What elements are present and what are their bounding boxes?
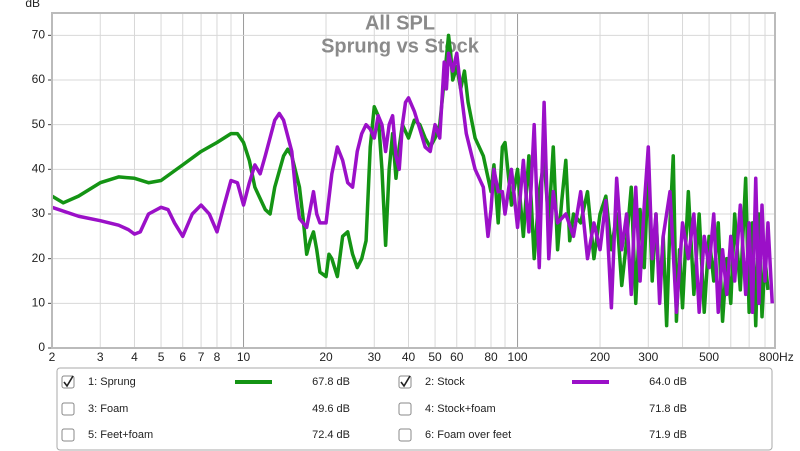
y-tick-label: 50 bbox=[32, 117, 46, 131]
x-tick-label: 4 bbox=[131, 350, 138, 364]
x-tick-label: 30 bbox=[368, 350, 382, 364]
checkbox[interactable] bbox=[398, 402, 412, 416]
y-tick-label: 60 bbox=[32, 72, 46, 86]
legend-level: 72.4 dB bbox=[312, 429, 350, 441]
x-tick-label: 80 bbox=[484, 350, 498, 364]
x-tick-label: 8 bbox=[214, 350, 221, 364]
x-tick-label: 800Hz bbox=[759, 350, 794, 364]
x-tick-label: 200 bbox=[590, 350, 610, 364]
legend-level: 71.8 dB bbox=[649, 403, 687, 415]
legend-level: 64.0 dB bbox=[649, 376, 687, 388]
y-tick-label: 40 bbox=[32, 162, 46, 176]
legend-level: 71.9 dB bbox=[649, 429, 687, 441]
y-tick-label: 20 bbox=[32, 251, 46, 265]
x-tick-label: 40 bbox=[402, 350, 416, 364]
legend-level: 49.6 dB bbox=[312, 403, 350, 415]
checkmark bbox=[63, 375, 74, 388]
x-tick-label: 10 bbox=[237, 350, 251, 364]
y-tick-label: 0 bbox=[38, 340, 45, 354]
x-tick-label: 3 bbox=[97, 350, 104, 364]
plot-frame bbox=[51, 12, 776, 349]
legend-level: 67.8 dB bbox=[312, 376, 350, 388]
checkmark bbox=[400, 375, 411, 388]
y-axis-label: dB bbox=[25, 0, 40, 10]
legend-label: 6: Foam over feet bbox=[425, 429, 511, 441]
x-tick-label: 6 bbox=[179, 350, 186, 364]
x-tick-label: 5 bbox=[158, 350, 165, 364]
legend-label: 5: Feet+foam bbox=[88, 429, 153, 441]
checkbox[interactable] bbox=[398, 428, 412, 442]
x-tick-label: 2 bbox=[49, 350, 56, 364]
chart-subtitle: Sprung vs Stock bbox=[321, 35, 480, 57]
x-tick-label: 20 bbox=[319, 350, 333, 364]
series-line bbox=[51, 51, 774, 315]
legend-label: 3: Foam bbox=[88, 403, 128, 415]
legend-panel bbox=[56, 367, 773, 451]
legend-label: 4: Stock+foam bbox=[425, 403, 496, 415]
legend-label: 1: Sprung bbox=[88, 376, 136, 388]
x-tick-label: 100 bbox=[508, 350, 528, 364]
chart-title: All SPL bbox=[365, 12, 435, 34]
legend-label: 2: Stock bbox=[425, 376, 465, 388]
checkbox[interactable] bbox=[61, 428, 75, 442]
y-tick-label: 70 bbox=[32, 28, 46, 42]
y-tick-label: 10 bbox=[32, 296, 46, 310]
x-tick-label: 300 bbox=[638, 350, 658, 364]
y-tick-label: 30 bbox=[32, 206, 46, 220]
x-tick-label: 7 bbox=[198, 350, 205, 364]
x-tick-label: 500 bbox=[699, 350, 719, 364]
x-tick-label: 60 bbox=[450, 350, 464, 364]
x-tick-label: 50 bbox=[428, 350, 442, 364]
plot-area bbox=[52, 13, 775, 348]
checkbox[interactable] bbox=[61, 402, 75, 416]
